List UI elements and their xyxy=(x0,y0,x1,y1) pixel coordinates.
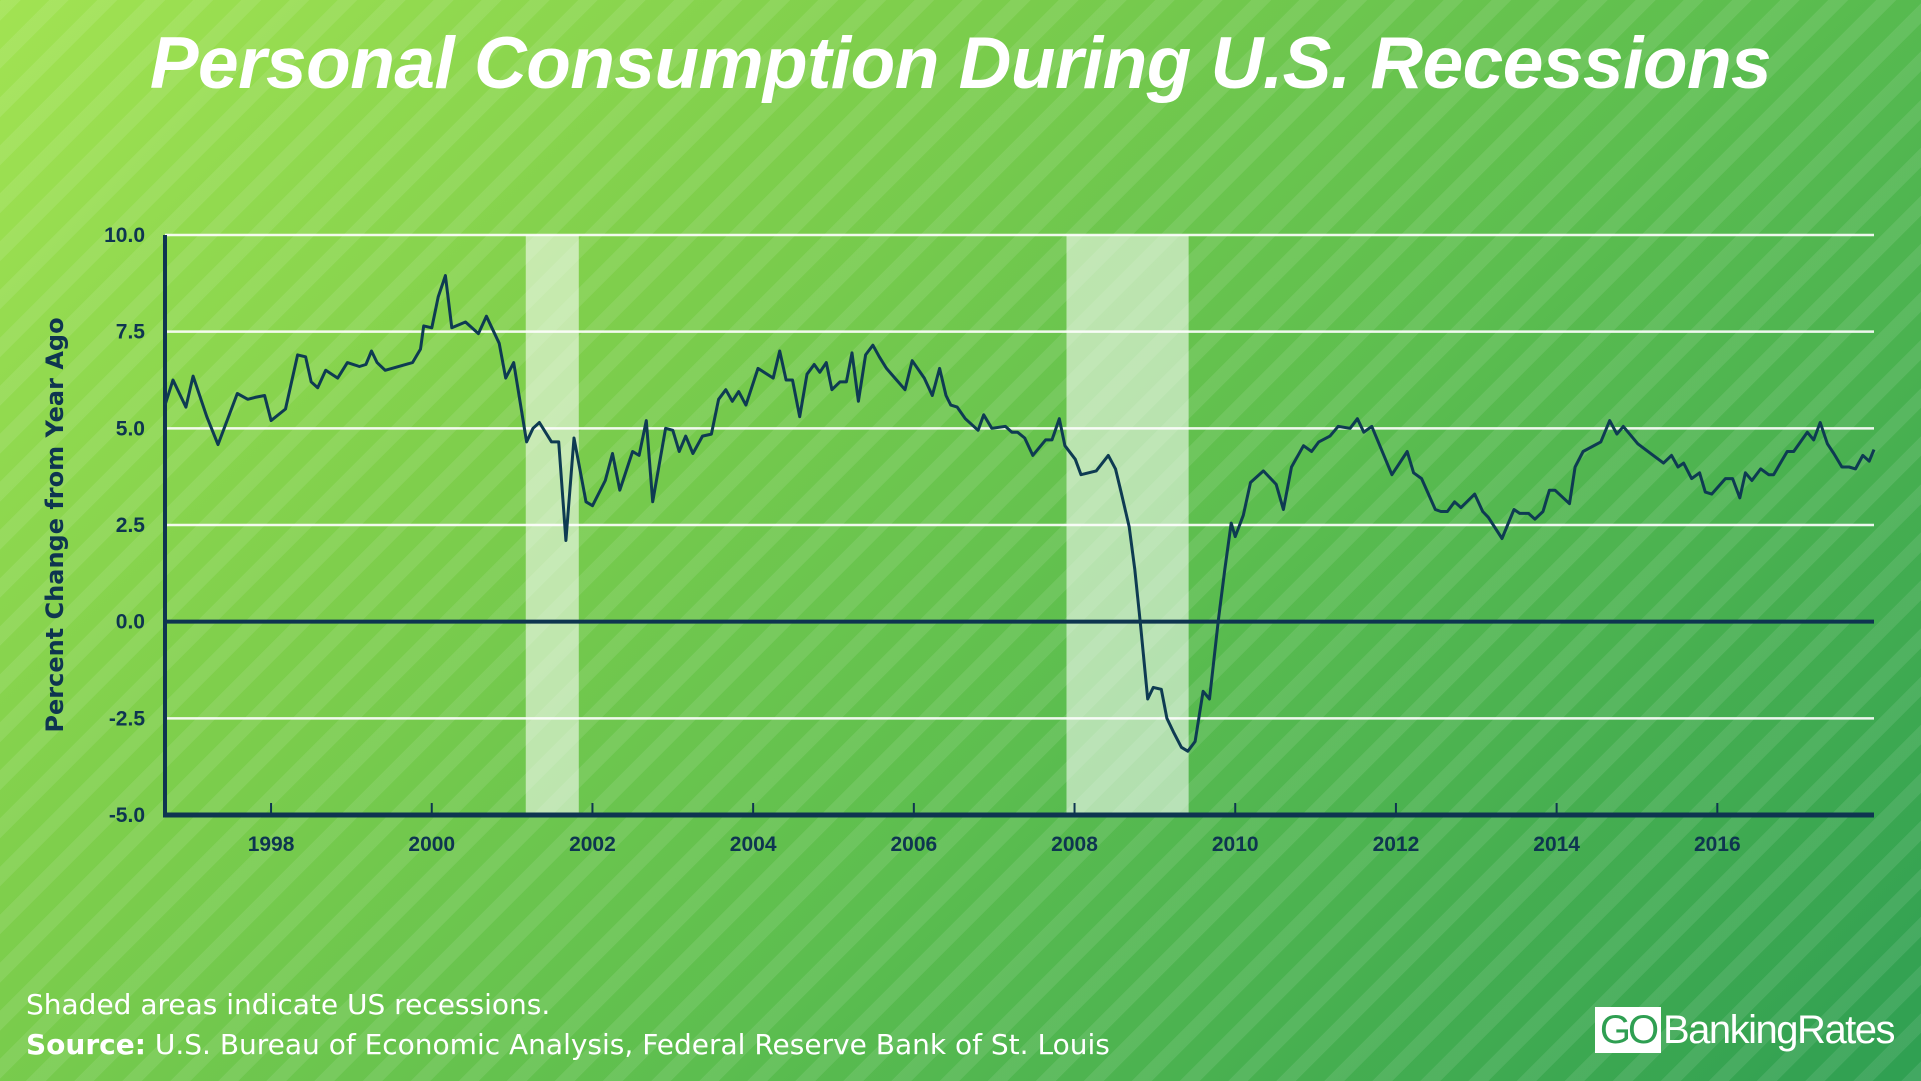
source-text: U.S. Bureau of Economic Analysis, Federa… xyxy=(154,1028,1110,1061)
recession-note: Shaded areas indicate US recessions. xyxy=(26,988,551,1021)
x-tick-label: 2014 xyxy=(1533,833,1580,856)
logo-text: BankingRates xyxy=(1663,1007,1896,1052)
y-tick-label: -5.0 xyxy=(109,804,145,827)
y-axis-title: Percent Change from Year Ago xyxy=(41,317,69,732)
x-tick-label: 2000 xyxy=(408,833,455,856)
consumption-series-line xyxy=(163,274,1876,753)
y-tick-label: 5.0 xyxy=(116,417,145,440)
source-label: Source: xyxy=(26,1028,146,1061)
gobankingrates-logo: GO BankingRates xyxy=(1595,1007,1896,1053)
x-tick-label: 2012 xyxy=(1373,833,1420,856)
x-tick-label: 2008 xyxy=(1051,833,1098,856)
x-tick-label: 2004 xyxy=(730,833,777,856)
y-tick-label: 0.0 xyxy=(116,611,145,634)
page-title: Personal Consumption During U.S. Recessi… xyxy=(149,23,1772,104)
source-line: Source: U.S. Bureau of Economic Analysis… xyxy=(26,1028,1110,1061)
y-tick-label: 10.0 xyxy=(104,224,145,247)
x-tick-label: 2002 xyxy=(569,833,616,856)
y-tick-label: 2.5 xyxy=(116,514,146,537)
x-tick-label: 2010 xyxy=(1212,833,1259,856)
y-tick-label: 7.5 xyxy=(116,321,146,344)
x-tick-label: 2006 xyxy=(890,833,937,856)
x-tick-label: 2016 xyxy=(1694,833,1741,856)
logo-go: GO xyxy=(1595,1007,1661,1053)
y-tick-label: -2.5 xyxy=(109,707,146,730)
x-tick-label: 1998 xyxy=(248,833,295,856)
